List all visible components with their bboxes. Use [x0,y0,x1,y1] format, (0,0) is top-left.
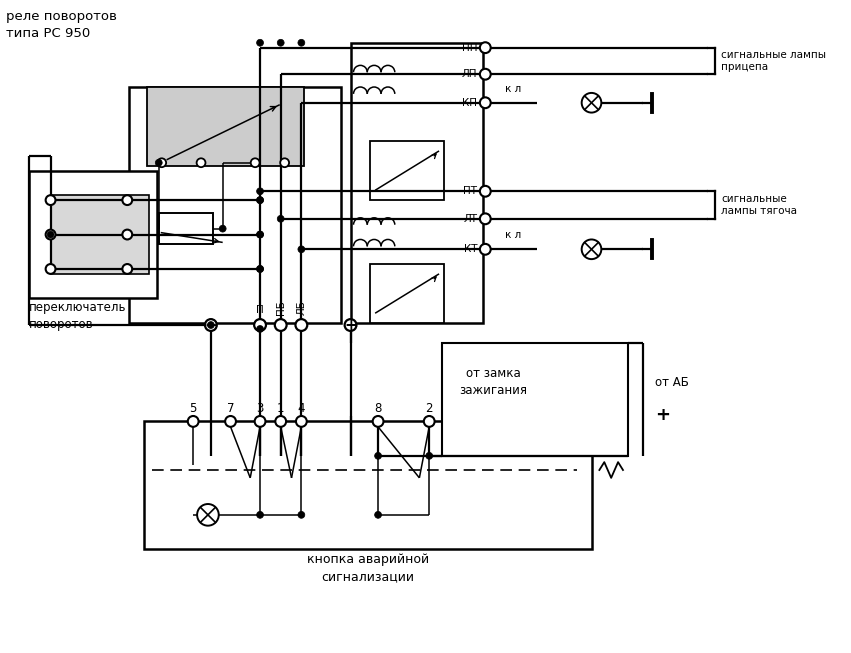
Circle shape [424,416,435,427]
Bar [144,421,591,549]
Circle shape [275,319,287,331]
Circle shape [157,158,166,167]
Text: +: + [655,406,671,424]
Circle shape [257,197,264,204]
Text: ЛТ: ЛТ [464,214,477,224]
Text: ЛП: ЛП [462,69,477,79]
Text: 3: 3 [256,402,264,415]
Text: от замка
зажигания: от замка зажигания [460,367,527,397]
Circle shape [257,197,264,204]
Circle shape [257,39,264,46]
Circle shape [298,39,305,46]
Bar [442,343,628,456]
Circle shape [480,214,491,224]
Bar [370,141,444,200]
Text: 8: 8 [374,402,382,415]
Circle shape [374,453,381,459]
Circle shape [257,511,264,518]
Circle shape [123,195,132,205]
Text: 4: 4 [298,402,306,415]
Text: сигнальные
лампы тягоча: сигнальные лампы тягоча [722,194,797,216]
Circle shape [257,325,264,332]
Circle shape [582,93,602,112]
Circle shape [280,158,289,167]
Circle shape [298,246,305,253]
Text: 7: 7 [227,402,234,415]
Text: КП: КП [462,98,477,108]
Circle shape [251,158,260,167]
Circle shape [47,231,54,238]
Circle shape [226,416,236,427]
Circle shape [298,511,305,518]
Bar [147,87,305,166]
Bar [50,195,149,274]
Circle shape [123,264,132,274]
Circle shape [208,321,214,328]
Bar [370,264,444,323]
Text: кнопка аварийной
сигнализации: кнопка аварийной сигнализации [307,553,429,583]
Circle shape [374,511,381,518]
Circle shape [205,319,217,331]
Circle shape [46,195,55,205]
Circle shape [345,319,357,331]
Circle shape [257,266,264,272]
Circle shape [197,504,219,526]
Circle shape [582,240,602,259]
Circle shape [295,319,307,331]
Text: ЛБ: ЛБ [296,300,306,315]
Text: 1: 1 [277,402,284,415]
Circle shape [257,266,264,272]
Circle shape [188,416,198,427]
Circle shape [257,231,264,238]
Bar [159,213,213,244]
Circle shape [254,416,266,427]
Circle shape [480,42,491,53]
Circle shape [46,230,55,240]
Circle shape [276,416,286,427]
Circle shape [480,186,491,197]
Circle shape [123,230,132,240]
Circle shape [480,244,491,255]
Text: ПБ: ПБ [276,300,286,315]
Circle shape [480,69,491,80]
Circle shape [373,416,384,427]
Text: КТ: КТ [464,244,477,254]
Circle shape [296,416,306,427]
Circle shape [197,158,205,167]
Text: 2: 2 [426,402,433,415]
Circle shape [156,159,163,166]
Bar [29,170,157,298]
Text: +: + [344,317,357,332]
Bar [351,42,483,323]
Circle shape [480,97,491,108]
Circle shape [46,264,55,274]
Circle shape [277,39,284,46]
Circle shape [257,188,264,195]
Text: от АБ: от АБ [655,375,689,389]
Text: −: − [204,317,217,332]
Text: П: П [256,305,264,315]
Circle shape [257,231,264,238]
Text: переключатель
поворотов: переключатель поворотов [29,302,127,332]
Circle shape [220,225,226,232]
Bar [129,87,340,323]
Text: ПП: ПП [462,42,477,53]
Text: к л: к л [505,231,521,240]
Text: ПТ: ПТ [464,186,477,197]
Text: 5: 5 [190,402,197,415]
Circle shape [254,319,266,331]
Text: сигнальные лампы
прицепа: сигнальные лампы прицепа [722,50,826,72]
Text: реле поворотов
типа РС 950: реле поворотов типа РС 950 [6,10,117,40]
Text: к л: к л [505,84,521,94]
Circle shape [426,453,432,459]
Circle shape [277,215,284,222]
